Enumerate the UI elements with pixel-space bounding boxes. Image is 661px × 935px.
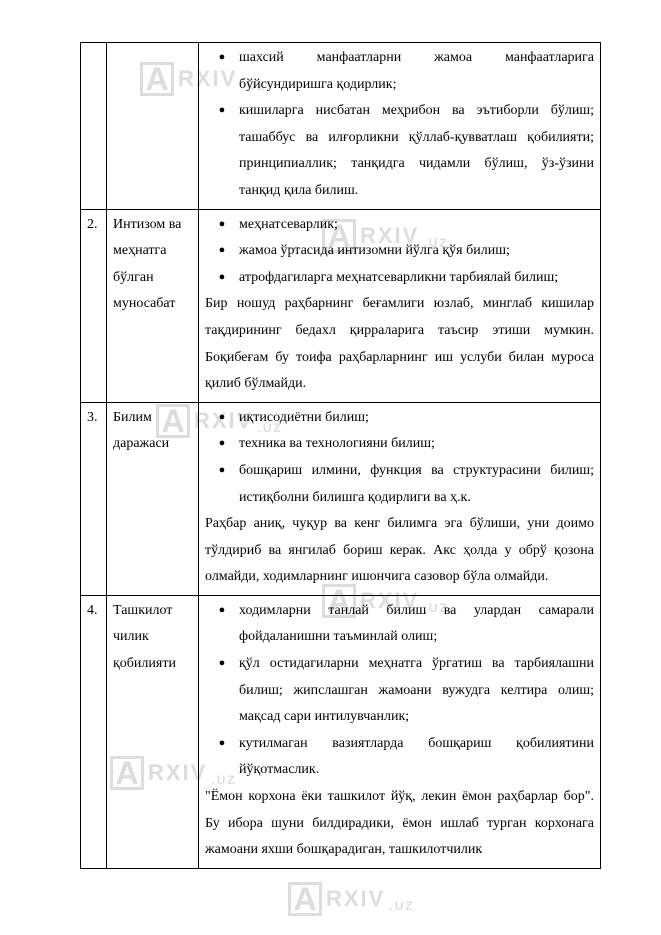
bullet-text: техника ва технологияни билиш;	[239, 431, 594, 458]
bullet-item: техника ва технологияни билиш;	[205, 431, 594, 458]
page: A RXIV .UZ A RXIV .UZ A RXIV .UZ A RXIV …	[0, 0, 661, 935]
bullet-text: қўл остидагиларни меҳнатга ўргатиш ва та…	[239, 651, 594, 731]
bullet-item: бошқариш илмини, функция ва структурасин…	[205, 458, 594, 511]
row-category: Ташкилот чилик қобилияти	[107, 595, 199, 868]
row-category	[107, 43, 199, 210]
row-description: шахсий манфаатларни жамоа манфаатларига …	[199, 43, 601, 210]
table-row: 3. Билим даражаси иқтисодиётни билиш; те…	[81, 402, 601, 595]
bullet-icon	[205, 212, 239, 235]
bullet-icon	[205, 98, 239, 121]
bullet-text: иқтисодиётни билиш;	[239, 405, 594, 432]
bullet-item: кишиларга нисбатан меҳрибон ва эътиборли…	[205, 98, 594, 204]
bullet-item: жамоа ўртасида интизомни йўлга қўя билиш…	[205, 238, 594, 265]
bullet-item: атрофдагиларга меҳнатсеварликни тарбияла…	[205, 265, 594, 292]
bullet-text: кутилмаган вазиятларда бошқариш қобилият…	[239, 731, 594, 784]
row-number: 4.	[81, 595, 107, 868]
row-tail-text: "Ёмон корхона ёки ташкилот йўқ, лекин ём…	[205, 784, 594, 864]
bullet-text: атрофдагиларга меҳнатсеварликни тарбияла…	[239, 265, 594, 292]
bullet-icon	[205, 458, 239, 481]
bullet-text: кишиларга нисбатан меҳрибон ва эътиборли…	[239, 98, 594, 204]
bullet-text: шахсий манфаатларни жамоа манфаатларига …	[239, 45, 594, 98]
content-table: шахсий манфаатларни жамоа манфаатларига …	[80, 42, 601, 869]
table-row: 4. Ташкилот чилик қобилияти ходимларни т…	[81, 595, 601, 868]
row-number	[81, 43, 107, 210]
bullet-item: ходимларни танлай билиш ва улардан самар…	[205, 598, 594, 651]
bullet-icon	[205, 405, 239, 428]
row-tail-text: Раҳбар аниқ, чуқур ва кенг билимга эга б…	[205, 511, 594, 591]
watermark: A RXIV .UZ	[288, 878, 415, 920]
bullet-icon	[205, 651, 239, 674]
bullet-item: қўл остидагиларни меҳнатга ўргатиш ва та…	[205, 651, 594, 731]
row-number: 3.	[81, 402, 107, 595]
bullet-icon	[205, 598, 239, 621]
row-description: ходимларни танлай билиш ва улардан самар…	[199, 595, 601, 868]
table-row: 2. Интизом ва меҳнатга бўлган муносабат …	[81, 209, 601, 402]
row-number: 2.	[81, 209, 107, 402]
table-row: шахсий манфаатларни жамоа манфаатларига …	[81, 43, 601, 210]
bullet-item: меҳнатсеварлик;	[205, 212, 594, 239]
bullet-icon	[205, 238, 239, 261]
bullet-text: меҳнатсеварлик;	[239, 212, 594, 239]
bullet-icon	[205, 45, 239, 68]
row-category: Билим даражаси	[107, 402, 199, 595]
bullet-icon	[205, 731, 239, 754]
row-description: иқтисодиётни билиш; техника ва технологи…	[199, 402, 601, 595]
bullet-item: кутилмаган вазиятларда бошқариш қобилият…	[205, 731, 594, 784]
bullet-icon	[205, 265, 239, 288]
bullet-item: иқтисодиётни билиш;	[205, 405, 594, 432]
row-description: меҳнатсеварлик; жамоа ўртасида интизомни…	[199, 209, 601, 402]
bullet-item: шахсий манфаатларни жамоа манфаатларига …	[205, 45, 594, 98]
bullet-text: бошқариш илмини, функция ва структурасин…	[239, 458, 594, 511]
bullet-icon	[205, 431, 239, 454]
bullet-text: ходимларни танлай билиш ва улардан самар…	[239, 598, 594, 651]
bullet-text: жамоа ўртасида интизомни йўлга қўя билиш…	[239, 238, 594, 265]
row-category: Интизом ва меҳнатга бўлган муносабат	[107, 209, 199, 402]
row-tail-text: Бир ношуд раҳбарнинг беғамлиги юзлаб, ми…	[205, 291, 594, 397]
